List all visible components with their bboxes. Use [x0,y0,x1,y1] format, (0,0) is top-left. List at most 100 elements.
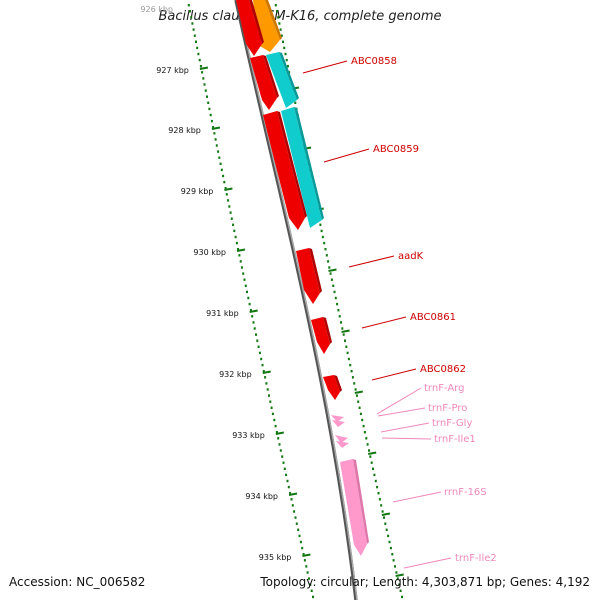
minor-tick [395,571,398,574]
minor-tick [252,321,255,324]
gene-red-top[interactable] [236,0,262,56]
label-rrnF-16S[interactable]: rrnF-16S [444,487,487,498]
minor-tick [280,34,283,37]
minor-tick [325,254,328,257]
label-trnF-Ile2[interactable]: trnF-Ile2 [455,553,497,564]
gene-ABC0861[interactable] [311,317,330,354]
minor-tick [391,553,394,556]
axis-label: 931 kbp [206,309,239,318]
minor-tick [350,370,353,373]
minor-tick [332,284,335,287]
minor-tick [192,28,195,31]
major-tick [328,268,337,272]
label-leader-lines [302,60,452,569]
minor-tick [193,34,196,37]
gene-teal-1[interactable] [266,52,297,108]
accession-text: Accession: NC_006582 [9,575,146,589]
minor-tick [293,510,296,513]
minor-tick [363,431,366,434]
major-tick [288,492,298,496]
minor-tick [387,534,390,538]
minor-tick [212,126,215,129]
minor-tick [264,376,267,379]
gene-ABC0862[interactable] [323,375,340,400]
label-trnF-Ile1[interactable]: trnF-Ile1 [434,434,476,445]
minor-tick [196,46,199,50]
minor-tick [198,58,201,62]
minor-tick [286,479,289,483]
minor-tick [333,290,336,294]
major-tick [354,390,363,394]
label-trnF-Arg[interactable]: trnF-Arg [424,383,464,394]
gene-trnF-Pro[interactable] [332,420,345,427]
label-trnF-Pro[interactable]: trnF-Pro [428,403,467,414]
label-ABC0859[interactable]: ABC0859 [373,144,419,155]
gene-ABC0859[interactable] [263,111,305,230]
leader-aadK [348,255,395,268]
minor-tick [201,71,204,74]
minor-tick [284,52,287,56]
minor-tick [384,522,387,525]
minor-tick [207,101,210,104]
label-aadK[interactable]: aadK [398,251,424,262]
minor-tick [219,162,222,165]
minor-tick [279,28,282,31]
axis-label: 930 kbp [193,248,226,257]
minor-tick [265,382,268,385]
minor-tick [247,296,250,300]
gene-ABC0858[interactable] [250,55,277,110]
axis-label: 934 kbp [245,492,278,501]
minor-tick [361,418,364,422]
major-tick [381,512,391,516]
minor-tick [274,424,277,428]
gene-trnF-Ile1[interactable] [336,441,349,448]
gene-ABC0862-shadow [334,375,342,392]
minor-tick [248,302,251,306]
minor-tick [218,156,221,159]
major-tick [211,126,221,130]
minor-tick [189,10,191,13]
minor-tick [195,40,197,43]
label-trnF-Gly[interactable]: trnF-Gly [432,418,472,429]
minor-tick [396,577,399,580]
gene-aadK[interactable] [296,248,320,304]
gene-rrnF-16S[interactable] [340,459,367,556]
leader-rrnF-16S [392,491,442,503]
leader-trnF-Ile2 [403,557,452,569]
minor-tick [229,211,232,214]
minor-tick [203,83,206,86]
minor-tick [209,113,212,117]
gene-teal-2[interactable] [281,107,322,228]
minor-tick [239,260,242,263]
minor-tick [366,443,369,446]
minor-tick [365,437,368,440]
gene-trnF-Arg[interactable] [331,415,344,422]
minor-tick [289,492,292,495]
label-ABC0862[interactable]: ABC0862 [420,364,466,375]
minor-tick [370,461,373,464]
minor-tick [347,357,350,361]
minor-tick [222,174,225,178]
label-ABC0858[interactable]: ABC0858 [351,56,397,67]
major-tick [249,309,258,313]
minor-tick [275,431,278,434]
position-tick-track [187,4,314,599]
axis-label-partial: 926 kbp [140,5,173,14]
gene-rrnF-16S-shadow [353,459,369,544]
minor-tick [399,589,402,592]
minor-tick [344,339,346,342]
minor-tick [251,315,254,318]
minor-tick [357,400,360,403]
gene-trnF-Gly[interactable] [335,435,348,443]
minor-tick [334,296,337,300]
axis-labels: 927 kbp 928 kbp 929 kbp 930 kbp 931 kbp 932 k… [140,5,291,562]
minor-tick [274,4,277,7]
minor-tick [187,4,190,7]
minor-tick [277,437,280,440]
minor-tick [338,315,341,318]
minor-tick [225,193,228,196]
minor-tick [281,455,284,458]
minor-tick [204,89,207,92]
label-ABC0861[interactable]: ABC0861 [410,312,456,323]
minor-tick [282,40,284,43]
